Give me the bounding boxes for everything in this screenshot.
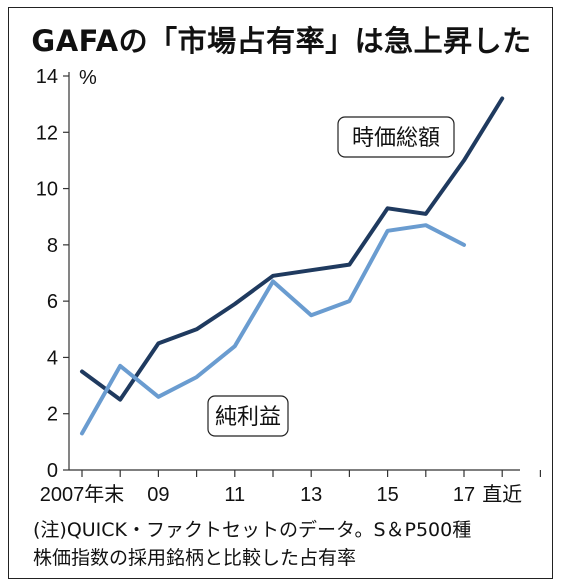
series-line-2 [80,223,466,436]
y-tick-label: 4 [47,347,58,369]
series-label-box-2 [207,395,289,437]
y-tick-label: 6 [47,291,58,313]
x-tick-label: 13 [300,484,322,506]
x-tick-label: 2007年末 [40,483,125,506]
y-tick-label: 0 [47,460,58,482]
y-tick-label: 8 [47,235,58,257]
series-label-2: 純利益 [215,405,281,430]
series-label-1: 時価総額 [352,126,440,151]
chart-frame: GAFAの「市場占有率」は急上昇した [8,7,553,579]
x-tick-label: 15 [376,484,398,506]
chart-note-line-2: 株価指数の採用銘柄と比較した占有率 [33,547,357,569]
chart-title: GAFAの「市場占有率」は急上昇した [31,24,532,58]
y-tick-label: 14 [36,66,58,88]
y-unit-label: % [79,67,97,89]
y-tick-label: 10 [36,179,58,201]
y-tick-label: 2 [47,404,58,426]
x-tick-label: 直近 [482,483,522,506]
series-line-1 [80,96,505,402]
y-tick-label: 12 [36,122,58,144]
chart-note-line-1: (注)QUICK・ファクトセットのデータ。S＆P500種 [33,519,472,541]
x-tick-label: 17 [453,484,475,506]
x-tick-label: 11 [224,484,245,506]
x-tick-label: 09 [147,484,169,506]
series-label-box-1 [337,116,455,158]
